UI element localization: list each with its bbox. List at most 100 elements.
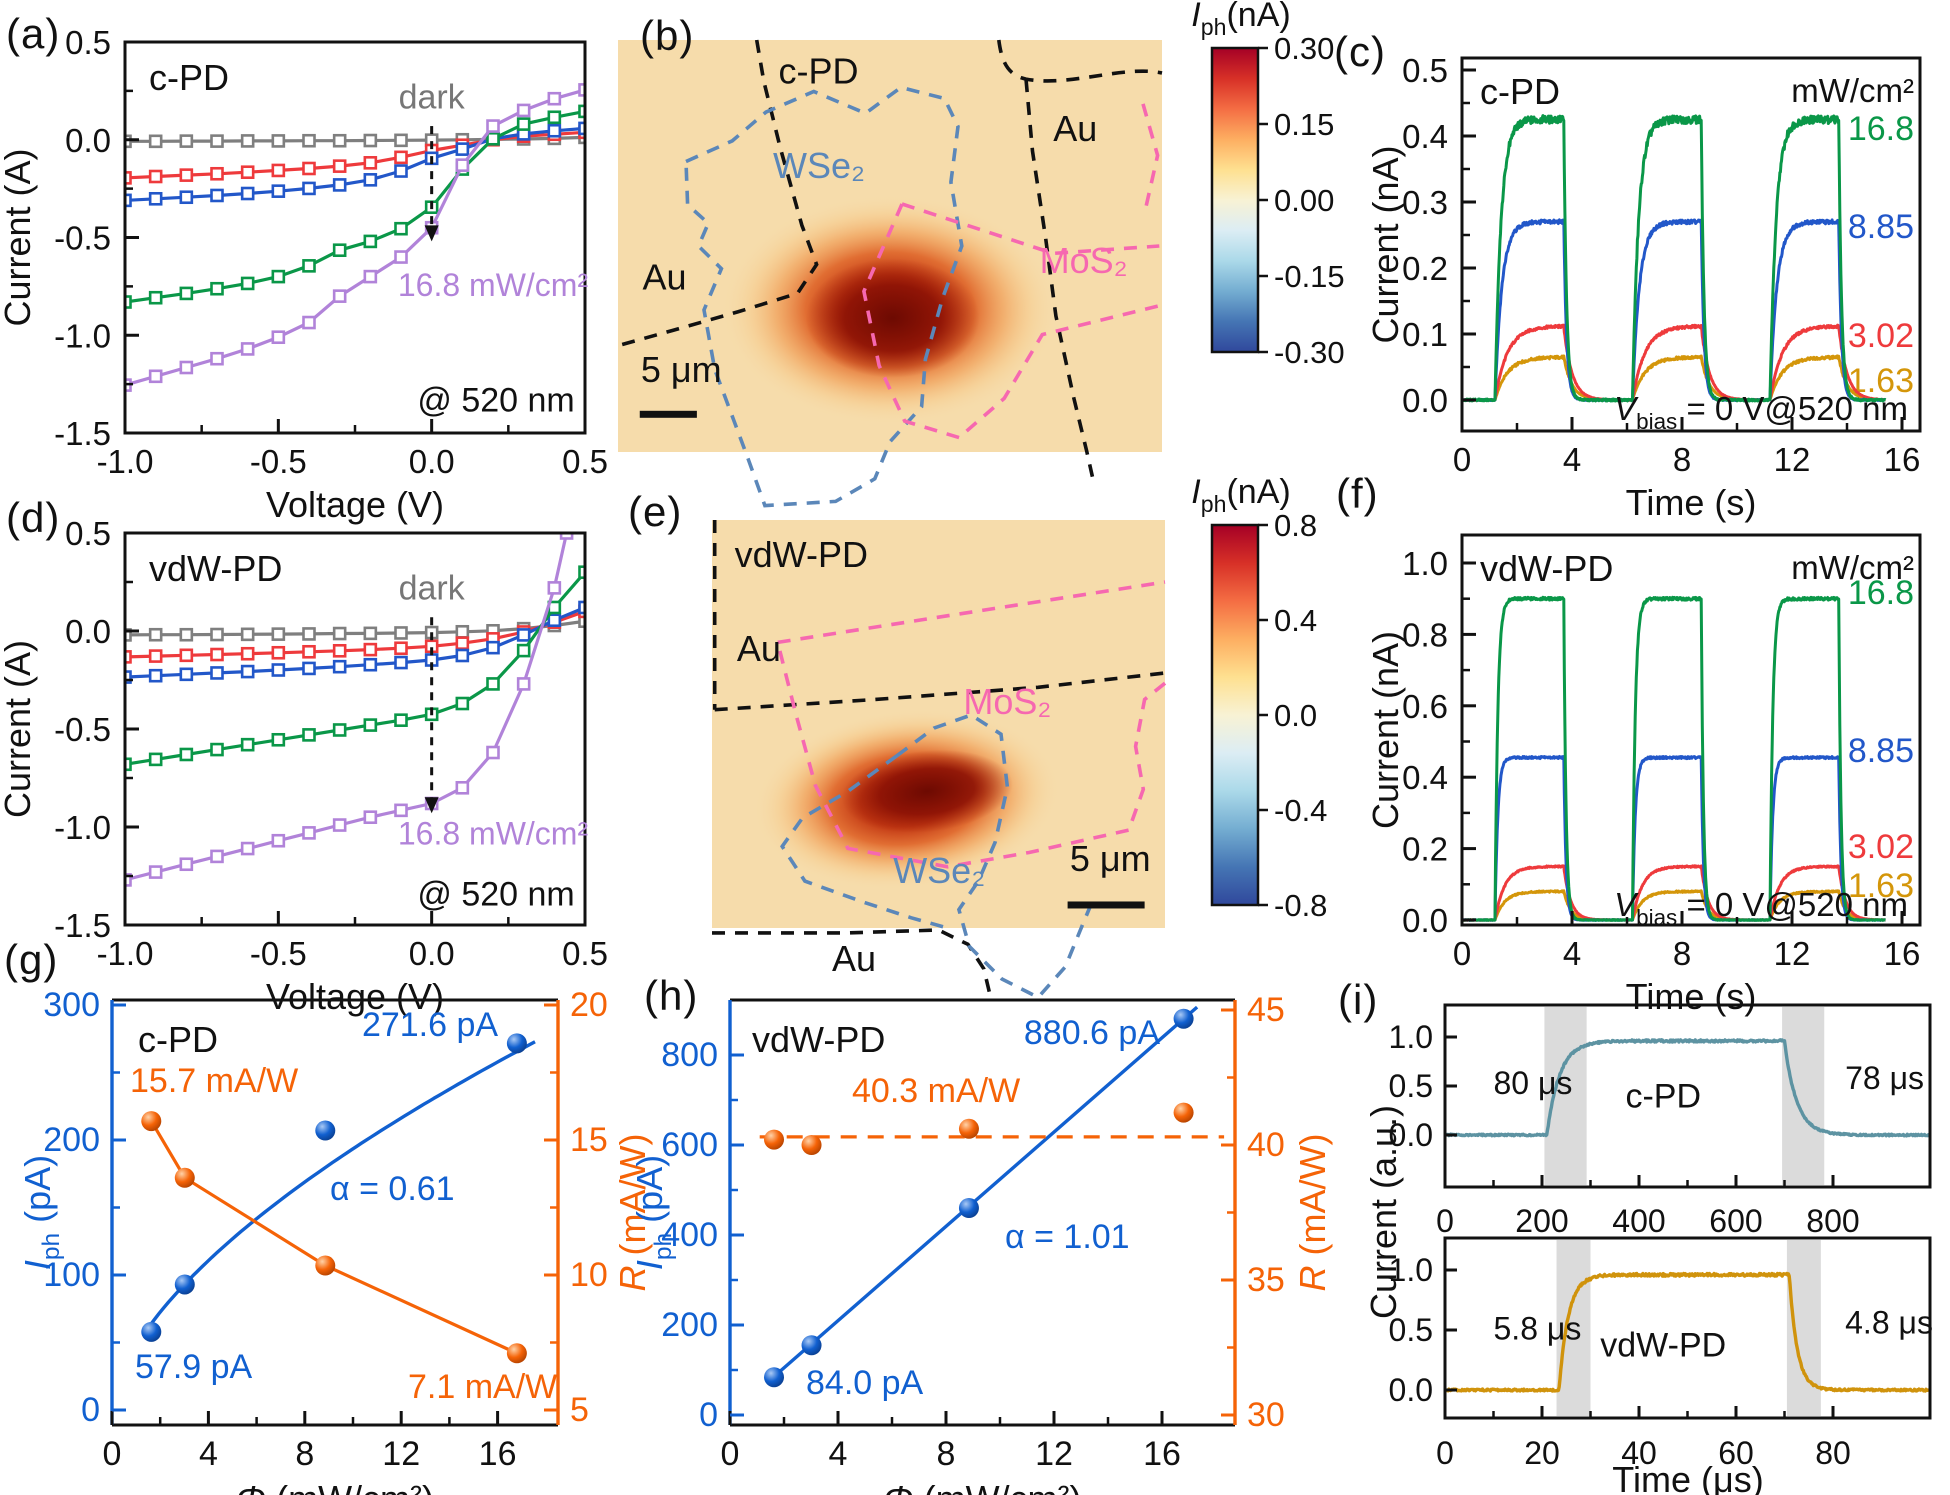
marker-square <box>516 677 531 691</box>
y-tick-label-left: 0 <box>699 1396 718 1434</box>
marker-square <box>210 166 224 181</box>
marker-square <box>302 161 316 176</box>
iv-curve-16.8-mW-cm- <box>125 88 585 387</box>
x-tick-label: 8 <box>937 1435 956 1473</box>
marker-square <box>394 803 408 818</box>
device-title: vdW-PD <box>1480 548 1613 589</box>
marker-square <box>363 626 378 641</box>
marker-square <box>240 165 255 180</box>
y-tick-label-left: 200 <box>43 1121 100 1159</box>
colorbar <box>1210 523 1260 907</box>
iph-point <box>958 1198 979 1218</box>
marker-square <box>578 614 585 629</box>
marker-square <box>486 640 500 655</box>
x-tick-label: 40 <box>1621 1435 1657 1471</box>
marker-square <box>394 655 408 670</box>
power-density-label: 3.02 <box>1848 317 1914 355</box>
y-tick-label-right: 40 <box>1247 1126 1285 1164</box>
marker-square <box>240 342 255 356</box>
marker-square <box>486 119 500 133</box>
marker-square <box>363 133 378 148</box>
x-tick-label: 0 <box>1436 1203 1454 1239</box>
marker-square <box>271 645 286 660</box>
plot-area <box>125 83 585 392</box>
marker-square <box>179 648 194 663</box>
marker-square <box>125 757 132 772</box>
marker-square <box>271 163 286 178</box>
transition-band <box>1782 1007 1825 1185</box>
device-title: vdW-PD <box>752 1019 885 1060</box>
marker-square <box>240 276 255 291</box>
map-label-Au: Au <box>642 256 686 297</box>
y-tick-label: 0.1 <box>1402 316 1448 353</box>
map-label-Au: Au <box>832 938 876 979</box>
colorbar-tick-label: -0.4 <box>1274 793 1327 828</box>
marker-square <box>394 626 408 640</box>
iph-point <box>141 1321 162 1342</box>
y-tick-label: 0.0 <box>1402 902 1448 939</box>
transition-band <box>1556 1240 1591 1416</box>
plot-frame <box>1460 533 1922 927</box>
marker-square <box>516 643 531 658</box>
responsivity-point <box>141 1111 162 1132</box>
iv-curve-1.63-mW-cm- <box>125 609 585 659</box>
power-density-label: 1.63 <box>1848 867 1914 905</box>
map-label-Au: Au <box>1053 108 1097 149</box>
colorbar-title: Iph(nA) <box>1191 0 1290 40</box>
wse2-flake-outline <box>780 713 1097 1000</box>
r-min-label: 7.1 mA/W <box>408 1368 557 1406</box>
marker-square <box>363 810 378 825</box>
r-value-label: 40.3 mA/W <box>852 1072 1020 1110</box>
map-label-cPD: c-PD <box>778 50 858 91</box>
y-tick-label: 0.5 <box>65 515 111 552</box>
plot-frame <box>123 40 587 435</box>
marker-square <box>179 134 194 148</box>
x-tick-label: 0.5 <box>562 935 608 972</box>
marker-square <box>240 664 255 679</box>
marker-square <box>210 188 224 203</box>
device-title: c-PD <box>1480 71 1560 112</box>
marker-square <box>148 752 163 767</box>
marker-square <box>148 668 163 683</box>
marker-square <box>210 849 224 864</box>
marker-square <box>363 234 378 249</box>
alpha-label: α = 1.01 <box>1005 1218 1130 1256</box>
marker-square <box>455 696 470 711</box>
marker-square <box>578 600 585 615</box>
panel-i: 0 200 400 600 800 0.0 0.5 1.0 80 μs c-PD 78 μs 0 20 4… <box>1363 1003 1933 1495</box>
marker-square <box>179 360 194 375</box>
marker-square <box>179 168 194 182</box>
photocurrent-hotspot-core <box>805 258 980 378</box>
dark-label: dark <box>399 570 466 608</box>
marker-square <box>240 841 255 856</box>
power-label: 16.8 mW/cm² <box>398 816 589 852</box>
x-tick-label: 400 <box>1612 1203 1665 1239</box>
map-label-WSe: WSe₂ <box>893 850 985 891</box>
unit-label: mW/cm² <box>1791 549 1914 586</box>
y-tick-label: 0.8 <box>1402 616 1448 653</box>
marker-square <box>179 857 194 872</box>
x-axis-title: Time (s) <box>1626 482 1757 523</box>
marker-square <box>578 565 585 580</box>
map-label-vdWPD: vdW-PD <box>735 534 868 575</box>
marker-square <box>179 627 194 642</box>
wavelength-label: @ 520 nm <box>417 381 574 419</box>
iph-max-label: 271.6 pA <box>362 1006 498 1044</box>
marker-square <box>394 164 408 178</box>
y-tick-label: 0.5 <box>1402 52 1448 89</box>
dark-label: dark <box>399 78 466 116</box>
marker-square <box>210 666 224 680</box>
x-tick-label: 20 <box>1524 1435 1560 1471</box>
panel-label-i: (i) <box>1338 976 1379 1023</box>
x-tick-label: 8 <box>295 1435 314 1473</box>
iv-curve-1.63-mW-cm- <box>125 130 585 180</box>
y-tick-label-right: 10 <box>570 1256 608 1294</box>
wse2-flake-outline <box>684 85 964 508</box>
x-tick-label: 16 <box>479 1435 517 1473</box>
panel-label-g: (g) <box>4 936 59 983</box>
power-density-label: 16.8 <box>1848 110 1914 148</box>
rise-time-label: 80 μs <box>1494 1065 1573 1101</box>
y-tick-label-left: 100 <box>43 1256 100 1294</box>
